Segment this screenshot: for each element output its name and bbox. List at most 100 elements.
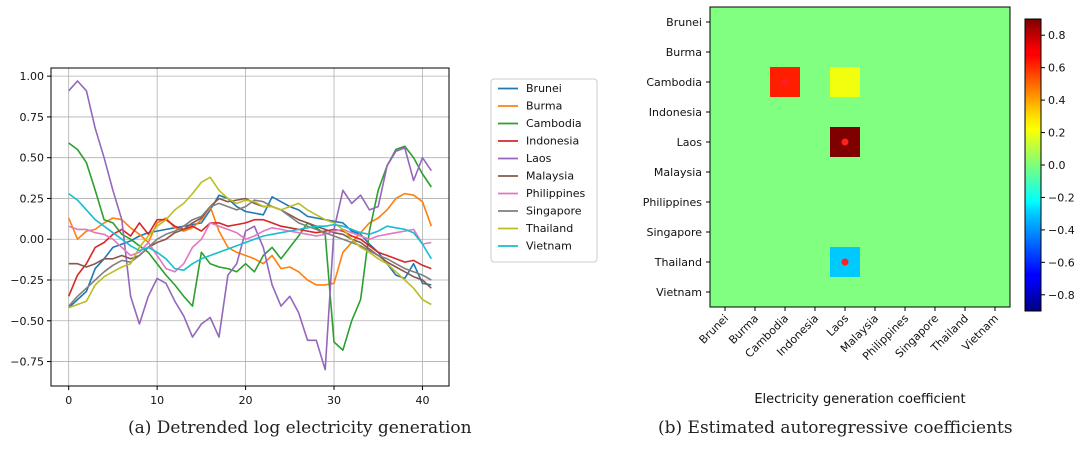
heatmap-cell-brunei-burma <box>740 7 771 38</box>
heatmap-cell-brunei-cambodia <box>770 7 801 38</box>
heatmap-cell-laos-philippines <box>890 127 921 158</box>
heatmap-frame <box>709 6 1011 308</box>
heatmap-cell-brunei-brunei <box>710 7 741 38</box>
heatmap-cell-singapore-cambodia <box>770 217 801 248</box>
x-tick-label: Brunei <box>697 312 732 347</box>
y-tick-label: Cambodia <box>646 76 702 89</box>
x-tick-label: 40 <box>415 394 429 407</box>
colorbar-tick-label: −0.6 <box>1048 256 1075 269</box>
heatmap-cell-thailand-singapore <box>920 247 951 278</box>
y-tick-label: 0.75 <box>20 111 45 124</box>
heatmap-cell-brunei-vietnam <box>980 7 1011 38</box>
line-chart-ticks: 0 10 20 30 40 −0.75 −0.50 −0.25 0.00 0.25 0.50 0.75… <box>10 70 429 407</box>
heatmap-cell-philippines-malaysia <box>860 187 891 218</box>
heatmap-cell-burma-indonesia <box>800 37 831 68</box>
heatmap-cell-malaysia-singapore <box>920 157 951 188</box>
heatmap-cell-vietnam-laos <box>830 277 861 308</box>
x-tick-label: 20 <box>239 394 253 407</box>
colorbar-tick-label: 0.8 <box>1048 29 1066 42</box>
legend-entry: Brunei <box>526 82 562 95</box>
legend-entry: Thailand <box>525 222 573 235</box>
legend-entry: Laos <box>526 152 552 165</box>
heatmap-cell-burma-brunei <box>710 37 741 68</box>
heatmap-cell-vietnam-malaysia <box>860 277 891 308</box>
caption-a: (a) Detrended log electricity generation <box>128 418 472 438</box>
heatmap-cells <box>710 7 1011 308</box>
heatmap-chart: Brunei Burma Cambodia Indonesia Laos Malaysia… <box>643 6 1075 407</box>
x-tick-label: 0 <box>65 394 72 407</box>
line-chart-series <box>67 80 433 371</box>
heatmap-cell-indonesia-brunei <box>710 97 741 128</box>
heatmap-cell-laos-burma <box>740 127 771 158</box>
legend-entry: Philippines <box>526 187 586 200</box>
heatmap-cell-laos-cambodia <box>770 127 801 158</box>
line-chart-legend: Brunei Burma Cambodia Indonesia Laos Malaysia… <box>490 78 598 263</box>
series-line-laos <box>68 80 432 371</box>
heatmap-cell-burma-philippines <box>890 37 921 68</box>
heatmap-cell-cambodia-brunei <box>710 67 741 98</box>
legend-entry: Burma <box>526 100 562 113</box>
series-line-singapore <box>68 199 432 307</box>
y-tick-label: Laos <box>677 136 703 149</box>
heatmap-cell-singapore-philippines <box>890 217 921 248</box>
heatmap-cell-brunei-singapore <box>920 7 951 38</box>
significance-marker <box>841 138 849 146</box>
legend-entry: Cambodia <box>526 117 582 130</box>
heatmap-cell-indonesia-thailand <box>950 97 981 128</box>
heatmap-cell-indonesia-burma <box>740 97 771 128</box>
y-tick-label: Indonesia <box>649 106 702 119</box>
caption-b: (b) Estimated autoregressive coefficient… <box>658 418 1013 438</box>
heatmap-cell-philippines-cambodia <box>770 187 801 218</box>
heatmap-cell-indonesia-vietnam <box>980 97 1011 128</box>
y-tick-label: −0.25 <box>10 274 44 287</box>
colorbar-tick-label: −0.4 <box>1048 224 1075 237</box>
y-tick-label: −0.50 <box>10 315 44 328</box>
heatmap-cell-singapore-thailand <box>950 217 981 248</box>
heatmap-cell-malaysia-thailand <box>950 157 981 188</box>
series-line-philippines <box>68 222 432 273</box>
heatmap-cell-laos-indonesia <box>800 127 831 158</box>
heatmap-cell-indonesia-indonesia <box>800 97 831 128</box>
heatmap-cell-vietnam-indonesia <box>800 277 831 308</box>
heatmap-cell-brunei-laos <box>830 7 861 38</box>
heatmap-cell-singapore-burma <box>740 217 771 248</box>
significance-marker <box>841 258 849 266</box>
y-tick-label: Vietnam <box>656 286 702 299</box>
heatmap-cell-malaysia-burma <box>740 157 771 188</box>
heatmap-cell-malaysia-malaysia <box>860 157 891 188</box>
heatmap-cell-thailand-cambodia <box>770 247 801 278</box>
heatmap-cell-thailand-vietnam <box>980 247 1011 278</box>
heatmap-cell-burma-vietnam <box>980 37 1011 68</box>
heatmap-cell-vietnam-cambodia <box>770 277 801 308</box>
heatmap-cell-singapore-vietnam <box>980 217 1011 248</box>
line-chart: 0 10 20 30 40 −0.75 −0.50 −0.25 0.00 0.25 0.50 0.75… <box>10 67 598 407</box>
heatmap-cell-philippines-burma <box>740 187 771 218</box>
heatmap-cell-singapore-indonesia <box>800 217 831 248</box>
x-tick-label: Laos <box>824 312 851 339</box>
heatmap-cell-laos-malaysia <box>860 127 891 158</box>
heatmap-cell-laos-brunei <box>710 127 741 158</box>
heatmap-cell-burma-singapore <box>920 37 951 68</box>
heatmap-cell-cambodia-thailand <box>950 67 981 98</box>
heatmap-cell-thailand-thailand <box>950 247 981 278</box>
heatmap-cell-cambodia-vietnam <box>980 67 1011 98</box>
legend-entry: Indonesia <box>526 135 579 148</box>
heatmap-cell-vietnam-burma <box>740 277 771 308</box>
y-tick-label: Burma <box>666 46 702 59</box>
legend-entry: Malaysia <box>526 170 574 183</box>
heatmap-cell-philippines-singapore <box>920 187 951 218</box>
heatmap-cell-vietnam-vietnam <box>980 277 1011 308</box>
line-chart-grid <box>51 68 449 386</box>
line-chart-frame <box>50 67 450 387</box>
heatmap-cell-singapore-malaysia <box>860 217 891 248</box>
series-line-brunei <box>68 194 432 309</box>
x-tick-label: 30 <box>327 394 341 407</box>
heatmap-cell-cambodia-burma <box>740 67 771 98</box>
heatmap-cell-philippines-vietnam <box>980 187 1011 218</box>
series-line-vietnam <box>68 192 432 272</box>
heatmap-cell-cambodia-malaysia <box>860 67 891 98</box>
series-line-cambodia <box>68 142 432 351</box>
heatmap-cell-malaysia-laos <box>830 157 861 188</box>
heatmap-cell-burma-thailand <box>950 37 981 68</box>
